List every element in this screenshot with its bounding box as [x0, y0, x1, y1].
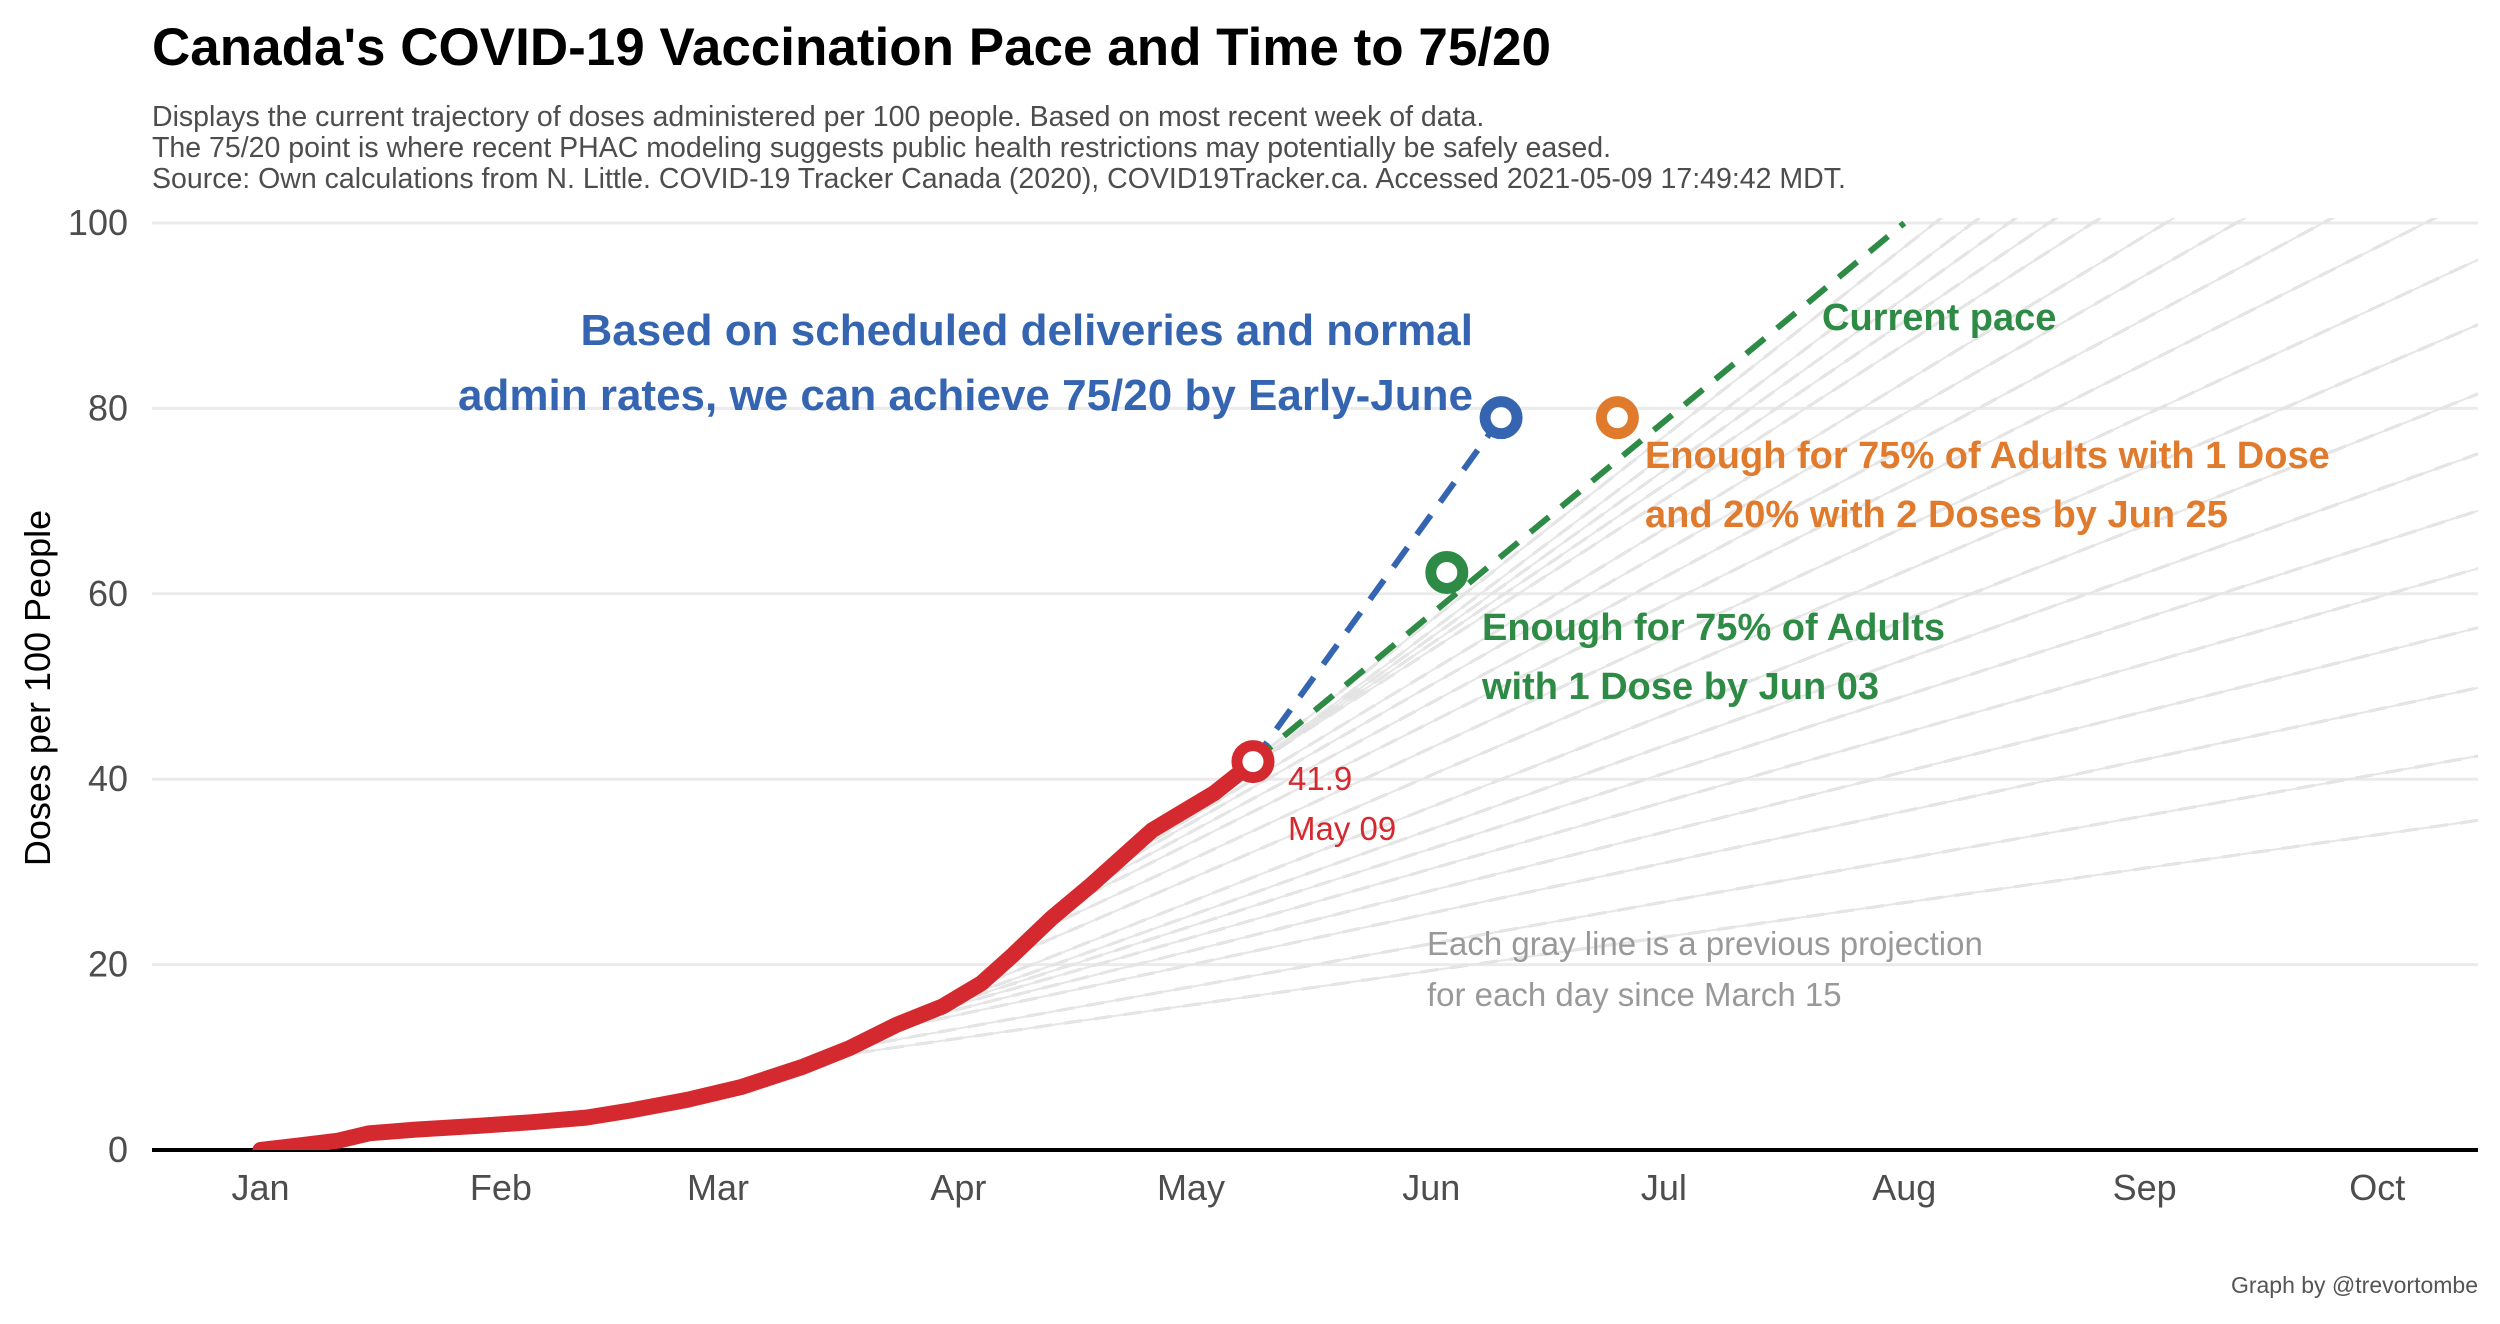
gray-projection-line — [1198, 218, 2018, 806]
chart-subtitle-line-1: Displays the current trajectory of doses… — [152, 101, 1484, 133]
point-marker-first-dose-75 — [1425, 550, 1469, 594]
series-line-scheduled-deliveries — [1250, 415, 1504, 764]
gray-projection-line — [1081, 218, 2335, 892]
gray-projection-line — [1012, 323, 2478, 957]
gray-projection-line — [988, 393, 2478, 983]
x-tick-label-apr: Apr — [930, 1167, 986, 1208]
y-tick-label-40: 40 — [88, 758, 128, 799]
x-tick-label-aug: Aug — [1872, 1167, 1936, 1208]
y-tick-label-0: 0 — [108, 1129, 128, 1170]
gridlines — [152, 221, 2478, 1152]
gray-projection-line — [919, 567, 2478, 1017]
y-tick-label-100: 100 — [68, 202, 128, 243]
gray-projection-line — [942, 509, 2478, 1008]
gray-projection-line — [849, 755, 2478, 1050]
annotation-first-dose-line-1: Enough for 75% of Adults — [1482, 607, 1945, 649]
gray-projection-line — [1221, 218, 1981, 790]
annotation-current-pace: Current pace — [1822, 297, 2056, 339]
x-tick-labels: Jan Feb Mar Apr May Jun Jul Aug Sep Oct — [232, 1167, 2406, 1208]
x-tick-label-sep: Sep — [2113, 1167, 2177, 1208]
x-tick-label-jun: Jun — [1402, 1167, 1460, 1208]
point-marker-scheduled — [1479, 396, 1523, 440]
y-tick-label-60: 60 — [88, 573, 128, 614]
annotation-today-date: May 09 — [1288, 810, 1396, 847]
y-tick-labels: 0 20 40 60 80 100 — [68, 202, 128, 1170]
annotation-scheduled-line-1: Based on scheduled deliveries and normal — [580, 306, 1473, 355]
gray-projection-lines — [826, 218, 2478, 1059]
y-tick-label-80: 80 — [88, 387, 128, 428]
point-marker-target-75-20 — [1595, 396, 1639, 440]
gray-projection-line — [1105, 218, 2248, 873]
chart-subtitle-line-2: The 75/20 point is where recent PHAC mod… — [152, 132, 1611, 164]
annotation-target-line-2: and 20% with 2 Doses by Jun 25 — [1645, 494, 2228, 536]
gray-projection-line — [896, 626, 2478, 1026]
gray-projection-line — [1151, 218, 2103, 832]
point-markers — [1231, 396, 1639, 784]
series-line-actual-doses — [252, 753, 1261, 1150]
gray-projection-line — [965, 452, 2478, 998]
point-marker-today — [1231, 740, 1275, 784]
annotation-today-value: 41.9 — [1288, 760, 1352, 797]
series-line-current-pace — [1251, 220, 1907, 764]
annotation-gray-line-2: for each day since March 15 — [1427, 976, 1842, 1013]
annotation-scheduled-line-2: admin rates, we can achieve 75/20 by Ear… — [458, 371, 1473, 420]
annotation-first-dose-line-2: with 1 Dose by Jun 03 — [1481, 666, 1879, 708]
chart-title: Canada's COVID-19 Vaccination Pace and T… — [152, 18, 1551, 77]
gray-projection-line — [1244, 218, 1943, 768]
chart-subtitle-line-3: Source: Own calculations from N. Little.… — [152, 163, 1846, 195]
series-lines — [252, 220, 1907, 1150]
x-tick-label-jan: Jan — [232, 1167, 290, 1208]
gray-projection-line — [1058, 218, 2438, 910]
y-tick-label-20: 20 — [88, 944, 128, 985]
gray-projection-line — [1035, 258, 2478, 934]
x-tick-label-jul: Jul — [1641, 1167, 1687, 1208]
annotation-target-line-1: Enough for 75% of Adults with 1 Dose — [1645, 435, 2330, 477]
x-tick-label-mar: Mar — [687, 1167, 749, 1208]
gray-projection-line — [1128, 218, 2176, 857]
gray-projection-line — [826, 819, 2478, 1059]
x-tick-label-may: May — [1157, 1167, 1225, 1208]
gray-projection-line — [1174, 218, 2058, 819]
gray-projection-line — [872, 686, 2478, 1035]
credit: Graph by @trevortombe — [2231, 1272, 2478, 1298]
annotation-gray-line-1: Each gray line is a previous projection — [1427, 925, 1983, 962]
y-axis-label: Doses per 100 People — [17, 510, 58, 866]
x-tick-label-oct: Oct — [2349, 1167, 2405, 1208]
x-tick-label-feb: Feb — [470, 1167, 532, 1208]
